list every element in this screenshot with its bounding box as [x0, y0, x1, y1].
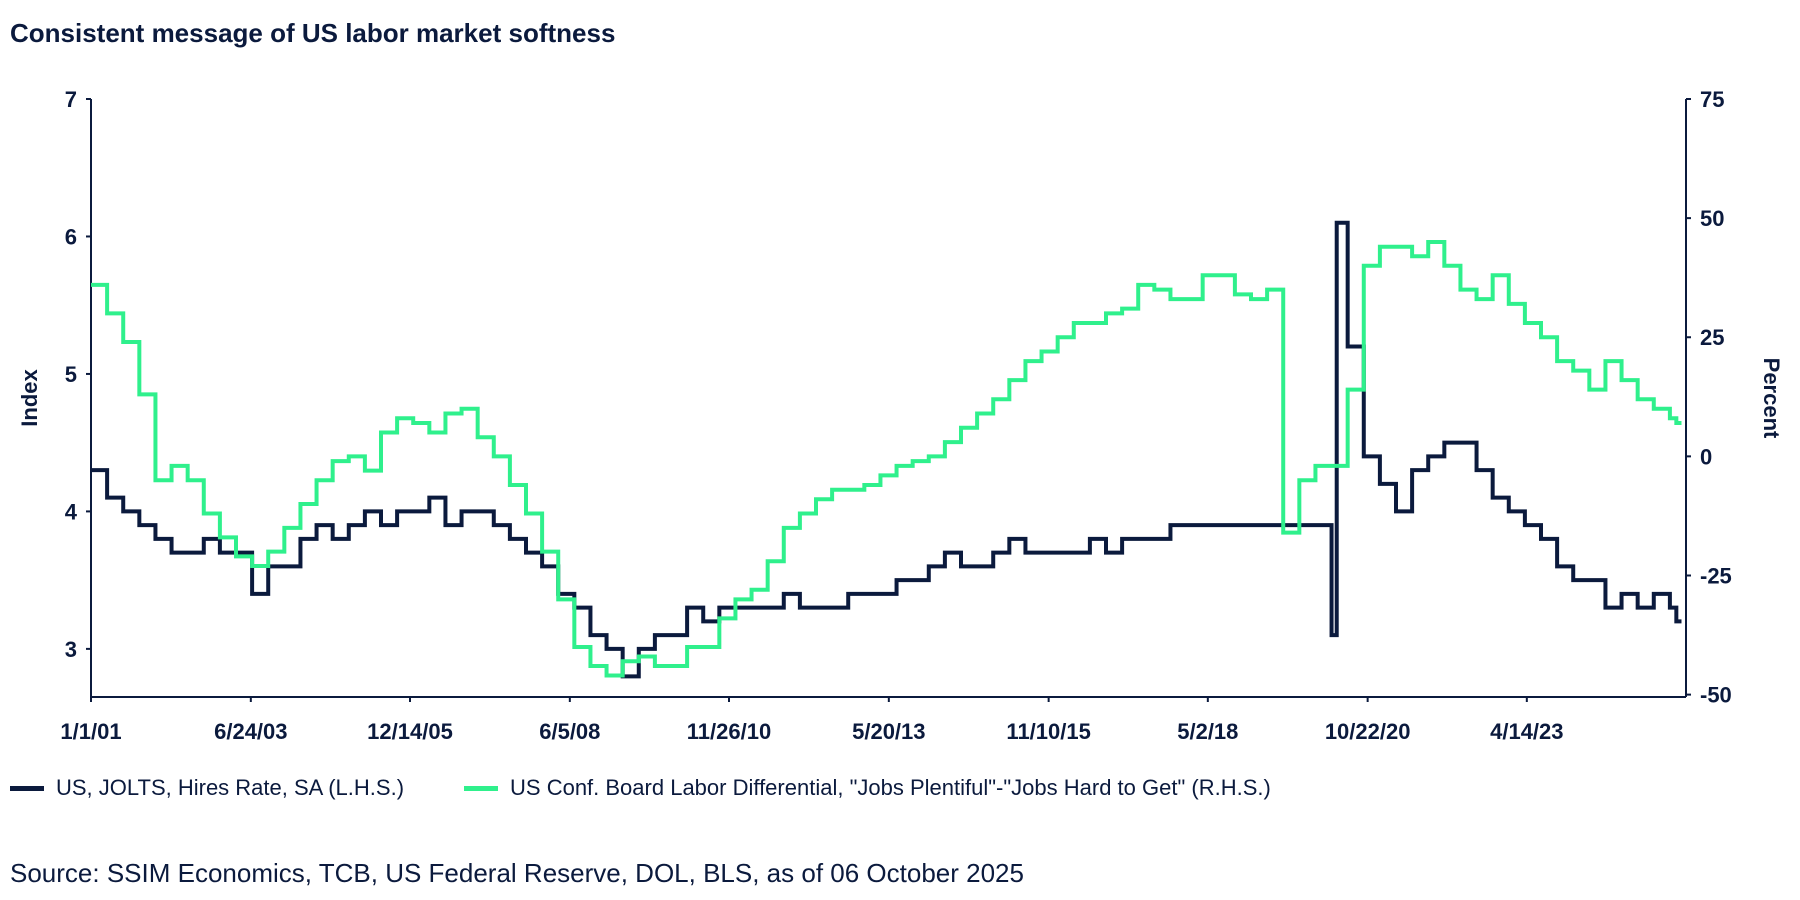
chart-title: Consistent message of US labor market so… — [10, 18, 616, 48]
y-tick-label-right: 50 — [1700, 206, 1724, 231]
y-tick-label-left: 3 — [65, 637, 77, 662]
y-tick-label-right: 0 — [1700, 444, 1712, 469]
y-tick-label-left: 7 — [65, 87, 77, 112]
x-tick-label: 6/5/08 — [539, 719, 600, 744]
series-labor-differential-line — [91, 239, 1682, 678]
x-tick-label: 5/20/13 — [852, 719, 925, 744]
legend-label-conf-board: US Conf. Board Labor Differential, "Jobs… — [510, 775, 1271, 800]
x-tick-label: 12/14/05 — [367, 719, 453, 744]
y-tick-label-right: 25 — [1700, 325, 1724, 350]
legend-item-jolts: US, JOLTS, Hires Rate, SA (L.H.S.) — [10, 775, 404, 801]
y-tick-label-right: -50 — [1700, 683, 1732, 708]
source-note: Source: SSIM Economics, TCB, US Federal … — [10, 858, 1024, 888]
legend-swatch-green — [464, 785, 499, 791]
y-axis-title-left: Index — [17, 369, 42, 427]
series-jolts-hires-line — [91, 220, 1682, 679]
x-tick-label: 6/24/03 — [214, 719, 287, 744]
y-axis-title-right: Percent — [1759, 358, 1784, 439]
y-tick-label-right: -25 — [1700, 563, 1732, 588]
x-tick-label: 11/26/10 — [687, 719, 771, 744]
x-tick-label: 10/22/20 — [1325, 719, 1411, 744]
x-tick-label: 1/1/01 — [60, 719, 121, 744]
legend-swatch-navy — [10, 785, 44, 791]
y-tick-label-left: 4 — [65, 499, 78, 524]
legend-label-jolts: US, JOLTS, Hires Rate, SA (L.H.S.) — [56, 775, 405, 800]
x-tick-label: 4/14/23 — [1490, 719, 1563, 744]
legend-item-conf-board: US Conf. Board Labor Differential, "Jobs… — [464, 775, 1271, 801]
x-tick-label: 5/2/18 — [1177, 719, 1238, 744]
y-tick-label-left: 6 — [65, 224, 77, 249]
legend: US, JOLTS, Hires Rate, SA (L.H.S.) US Co… — [10, 775, 1331, 801]
x-tick-label: 11/10/15 — [1006, 719, 1090, 744]
y-tick-label-left: 5 — [65, 362, 77, 387]
y-tick-label-right: 75 — [1700, 87, 1724, 112]
